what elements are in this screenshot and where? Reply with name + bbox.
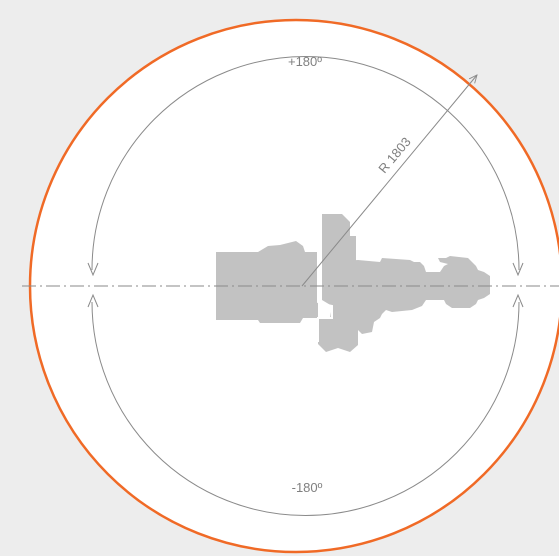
radius-dimension-line — [301, 75, 477, 287]
rotation-arc-lower — [91, 301, 520, 516]
robot-joint-outline — [317, 252, 333, 342]
arrow-right-down-icon — [512, 262, 524, 277]
top-angle-label: +180º — [288, 54, 322, 69]
arrow-left-down-icon — [87, 262, 99, 277]
robot-silhouette — [216, 214, 490, 352]
arrow-right-up-icon — [512, 293, 524, 308]
rotation-arc-upper — [91, 56, 520, 271]
arrow-left-up-icon — [87, 293, 99, 308]
bottom-angle-label: -180º — [292, 480, 323, 495]
